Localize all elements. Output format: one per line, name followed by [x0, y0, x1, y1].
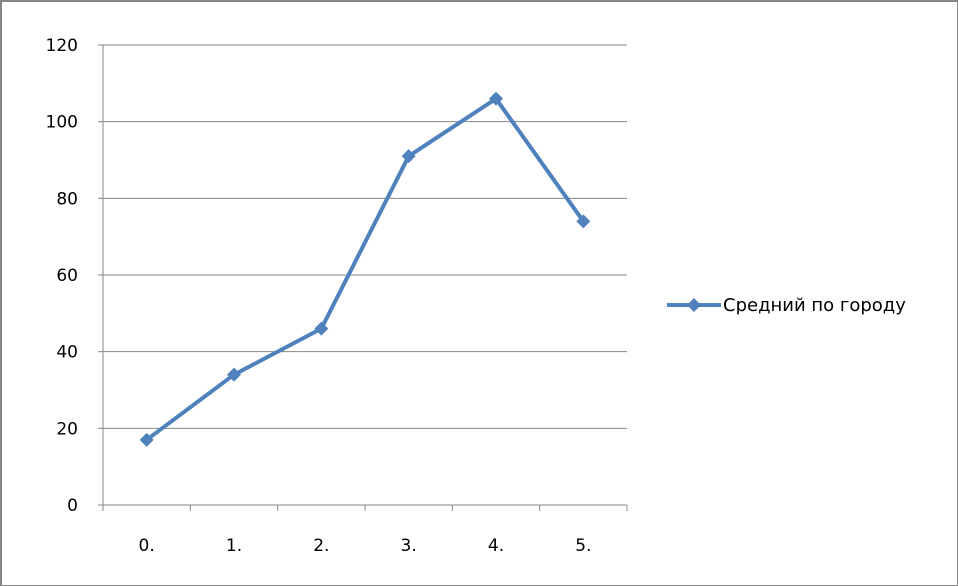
y-tick-label: 40: [56, 343, 78, 363]
x-tick-label: 2.: [313, 536, 329, 556]
data-point-marker: [139, 432, 154, 447]
y-tick-labels: 0 20 40 60 80 100 120: [46, 36, 78, 516]
x-tick-label: 3.: [401, 536, 417, 556]
y-tick-label: 100: [46, 113, 78, 133]
data-point-marker: [227, 367, 241, 382]
data-point-marker: [576, 214, 591, 229]
legend-marker-icon: [687, 298, 701, 312]
y-tick-label: 0: [67, 496, 78, 516]
x-tick-label: 4.: [488, 536, 504, 556]
data-point-marker: [401, 149, 416, 164]
y-tick-label: 60: [56, 266, 78, 286]
legend: Средний по городу: [667, 295, 906, 316]
series-group: [139, 91, 591, 447]
legend-label: Средний по городу: [723, 295, 906, 316]
y-tick-label: 120: [46, 36, 78, 56]
data-point-marker: [489, 91, 503, 106]
gridlines: [103, 44, 627, 429]
y-tick-label: 80: [56, 189, 78, 209]
axes: [98, 44, 628, 511]
x-tick-label: 0.: [139, 536, 155, 556]
x-tick-label: 1.: [226, 536, 242, 556]
x-tick-labels: 0. 1. 2. 3. 4. 5.: [139, 536, 592, 556]
data-point-marker: [314, 321, 329, 336]
x-tick-label: 5.: [575, 536, 591, 556]
series-line: [145, 96, 585, 442]
y-tick-label: 20: [56, 419, 78, 439]
